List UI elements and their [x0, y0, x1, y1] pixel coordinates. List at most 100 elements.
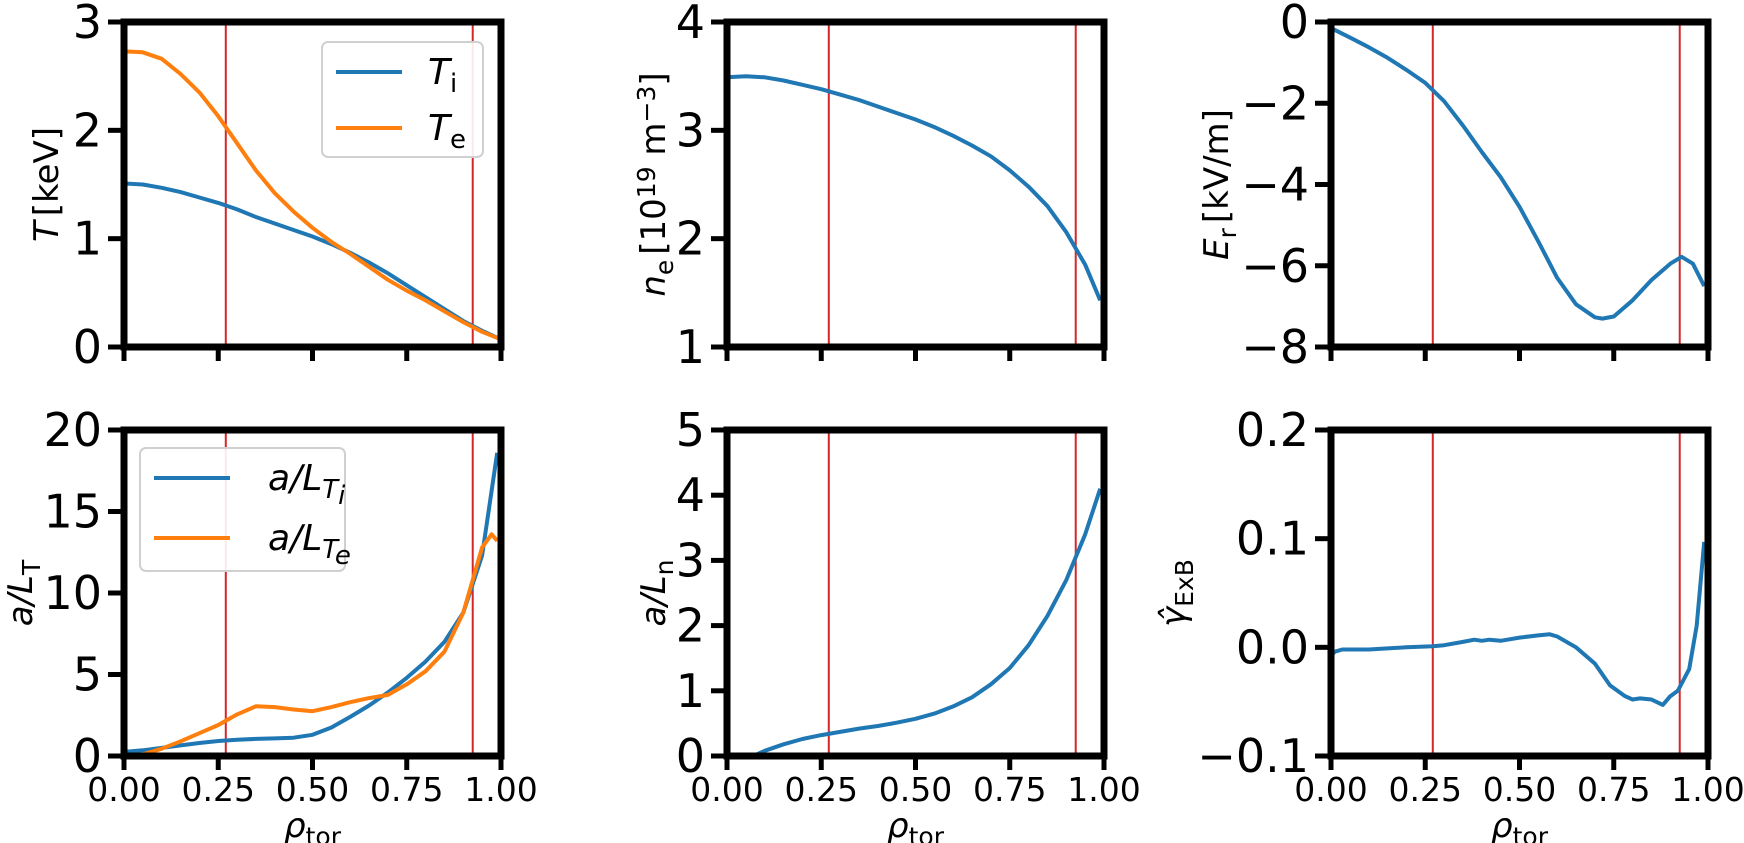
- y-axis-label-sub: ExB: [1170, 559, 1199, 607]
- y-tick-label: 15: [43, 485, 102, 539]
- legend-label-sub: i: [450, 69, 457, 99]
- x-axis-label: ρtor: [1491, 806, 1549, 843]
- x-tick-label: 0.25: [182, 770, 255, 809]
- x-axis-label: ρtor: [887, 806, 945, 843]
- legend-label-main: a/L: [268, 458, 322, 499]
- series-line-T_e: [124, 49, 501, 342]
- x-tick-label: 0.50: [276, 770, 349, 809]
- x-tick-label: 1.00: [1671, 770, 1744, 809]
- x-axis-label-main: ρ: [1491, 806, 1513, 843]
- y-tick-label: 0.1: [1236, 512, 1309, 566]
- y-tick-label: 3: [73, 0, 102, 49]
- y-axis-label: a/Ln: [634, 559, 679, 626]
- y-axis-label-unit: [keV]: [27, 127, 67, 216]
- legend-label-subsub: i: [338, 481, 346, 511]
- y-axis-label-sub: r: [1213, 227, 1242, 238]
- legend-label: a/LTe: [268, 518, 351, 571]
- y-axis-label-unit: [kV/m]: [1197, 109, 1237, 223]
- y-axis-label-unit3: ]: [634, 72, 674, 85]
- legend-label-subsub: e: [335, 541, 351, 571]
- y-tick-label: −8: [1241, 320, 1309, 374]
- x-axis-label-sub: tor: [1513, 822, 1549, 843]
- y-tick-label: 4: [676, 468, 705, 522]
- series-line-n_e: [727, 74, 1103, 302]
- x-tick-label: 0.25: [785, 770, 858, 809]
- axes-frame: [723, 18, 1108, 351]
- x-tick-label: 1.00: [1067, 770, 1140, 809]
- y-tick-label: 3: [676, 103, 705, 157]
- y-tick-label: 0: [676, 729, 705, 783]
- y-tick-label: 0: [1280, 0, 1309, 49]
- legend-label: a/LTi: [268, 458, 346, 511]
- panel-p3: 0 −2 −4 −6 −8 Er [kV/m]: [1197, 0, 1712, 374]
- y-axis-label-unit2: m: [634, 122, 674, 166]
- y-axis-label-main: a/L: [1, 575, 41, 626]
- legend-label-main: T: [428, 108, 453, 149]
- legend-label-main: T: [428, 52, 453, 93]
- axes-frame: [1327, 426, 1712, 760]
- y-tick-label: 1: [73, 212, 102, 266]
- axes-frame: [1327, 18, 1712, 351]
- legend-label: Te: [428, 108, 466, 155]
- series-line-gamma_ExB: [1331, 541, 1707, 707]
- y-tick-label: 0: [73, 729, 102, 783]
- panel-p6: −0.1 0.0 0.1 0.2 0.00 0.25 0.50 0.75 1.00 ρtor γ̂E…: [1154, 403, 1744, 843]
- y-axis-label: γ̂ExB: [1154, 559, 1199, 627]
- y-axis-label: Er [kV/m]: [1197, 109, 1242, 260]
- y-axis-label-main: γ̂: [1154, 605, 1194, 627]
- y-tick-label: 0.2: [1236, 403, 1309, 457]
- y-axis-label: T [keV]: [27, 127, 67, 242]
- x-tick-label: 0.00: [1294, 770, 1367, 809]
- x-tick-label: 0.50: [879, 770, 952, 809]
- legend-label-sub: e: [450, 125, 466, 155]
- panel-p2: 1 2 3 4 ne [1019 m−3]: [632, 0, 1108, 374]
- y-axis-label-exp2: −3: [632, 86, 661, 123]
- legend-label: Ti: [428, 52, 457, 99]
- y-axis-label-sub: e: [650, 260, 679, 275]
- y-tick-label: 3: [676, 533, 705, 587]
- y-axis-label-main: n: [634, 275, 674, 297]
- legend-label-main: a/L: [268, 518, 322, 559]
- legend-label-sub: T: [322, 475, 340, 505]
- x-tick-label: 0.75: [370, 770, 443, 809]
- panel-p5: 0 1 2 3 4 5 0.00 0.25 0.50 0.75 1.00 ρtor a/Ln: [634, 403, 1141, 843]
- x-tick-label: 0.50: [1483, 770, 1556, 809]
- y-tick-label: −6: [1241, 239, 1309, 293]
- x-tick-label: 0.00: [690, 770, 763, 809]
- y-axis-label: ne [1019 m−3]: [632, 72, 679, 296]
- y-axis-label-main: a/L: [634, 575, 674, 626]
- series-line-T_i: [124, 181, 501, 342]
- y-tick-label: −4: [1241, 158, 1309, 212]
- x-tick-label: 0.75: [973, 770, 1046, 809]
- axes-frame: [723, 426, 1108, 760]
- x-tick-label: 0.00: [87, 770, 160, 809]
- y-tick-label: 2: [73, 103, 102, 157]
- series-line-E_r: [1331, 26, 1706, 321]
- y-tick-label: −0.1: [1197, 729, 1309, 783]
- y-axis-label-sub: n: [650, 559, 679, 575]
- x-tick-label: 0.25: [1389, 770, 1462, 809]
- x-axis-label-main: ρ: [284, 806, 306, 843]
- x-axis-label-sub: tor: [306, 822, 342, 843]
- series-line-a/L_Ti: [124, 452, 500, 754]
- y-tick-label: 1: [676, 320, 705, 374]
- y-tick-label: 10: [43, 566, 102, 620]
- x-axis-label-main: ρ: [887, 806, 909, 843]
- y-tick-label: 2: [676, 599, 705, 653]
- series-line-a/L_Te: [124, 532, 499, 756]
- y-axis-label-sub: T: [17, 559, 46, 576]
- y-tick-label: 2: [676, 212, 705, 266]
- y-tick-label: 0: [73, 320, 102, 374]
- y-axis-label-exp: 19: [632, 166, 661, 198]
- y-axis-label-main: E: [1197, 238, 1237, 260]
- y-tick-label: 4: [676, 0, 705, 49]
- y-tick-label: 1: [676, 664, 705, 718]
- y-tick-label: 5: [73, 648, 102, 702]
- y-axis-label-unit: [10: [634, 198, 674, 255]
- x-axis-label-sub: tor: [909, 822, 945, 843]
- x-tick-label: 1.00: [464, 770, 537, 809]
- y-axis-label-main: T: [27, 219, 67, 242]
- y-tick-label: 20: [43, 403, 102, 457]
- y-tick-label: 5: [676, 403, 705, 457]
